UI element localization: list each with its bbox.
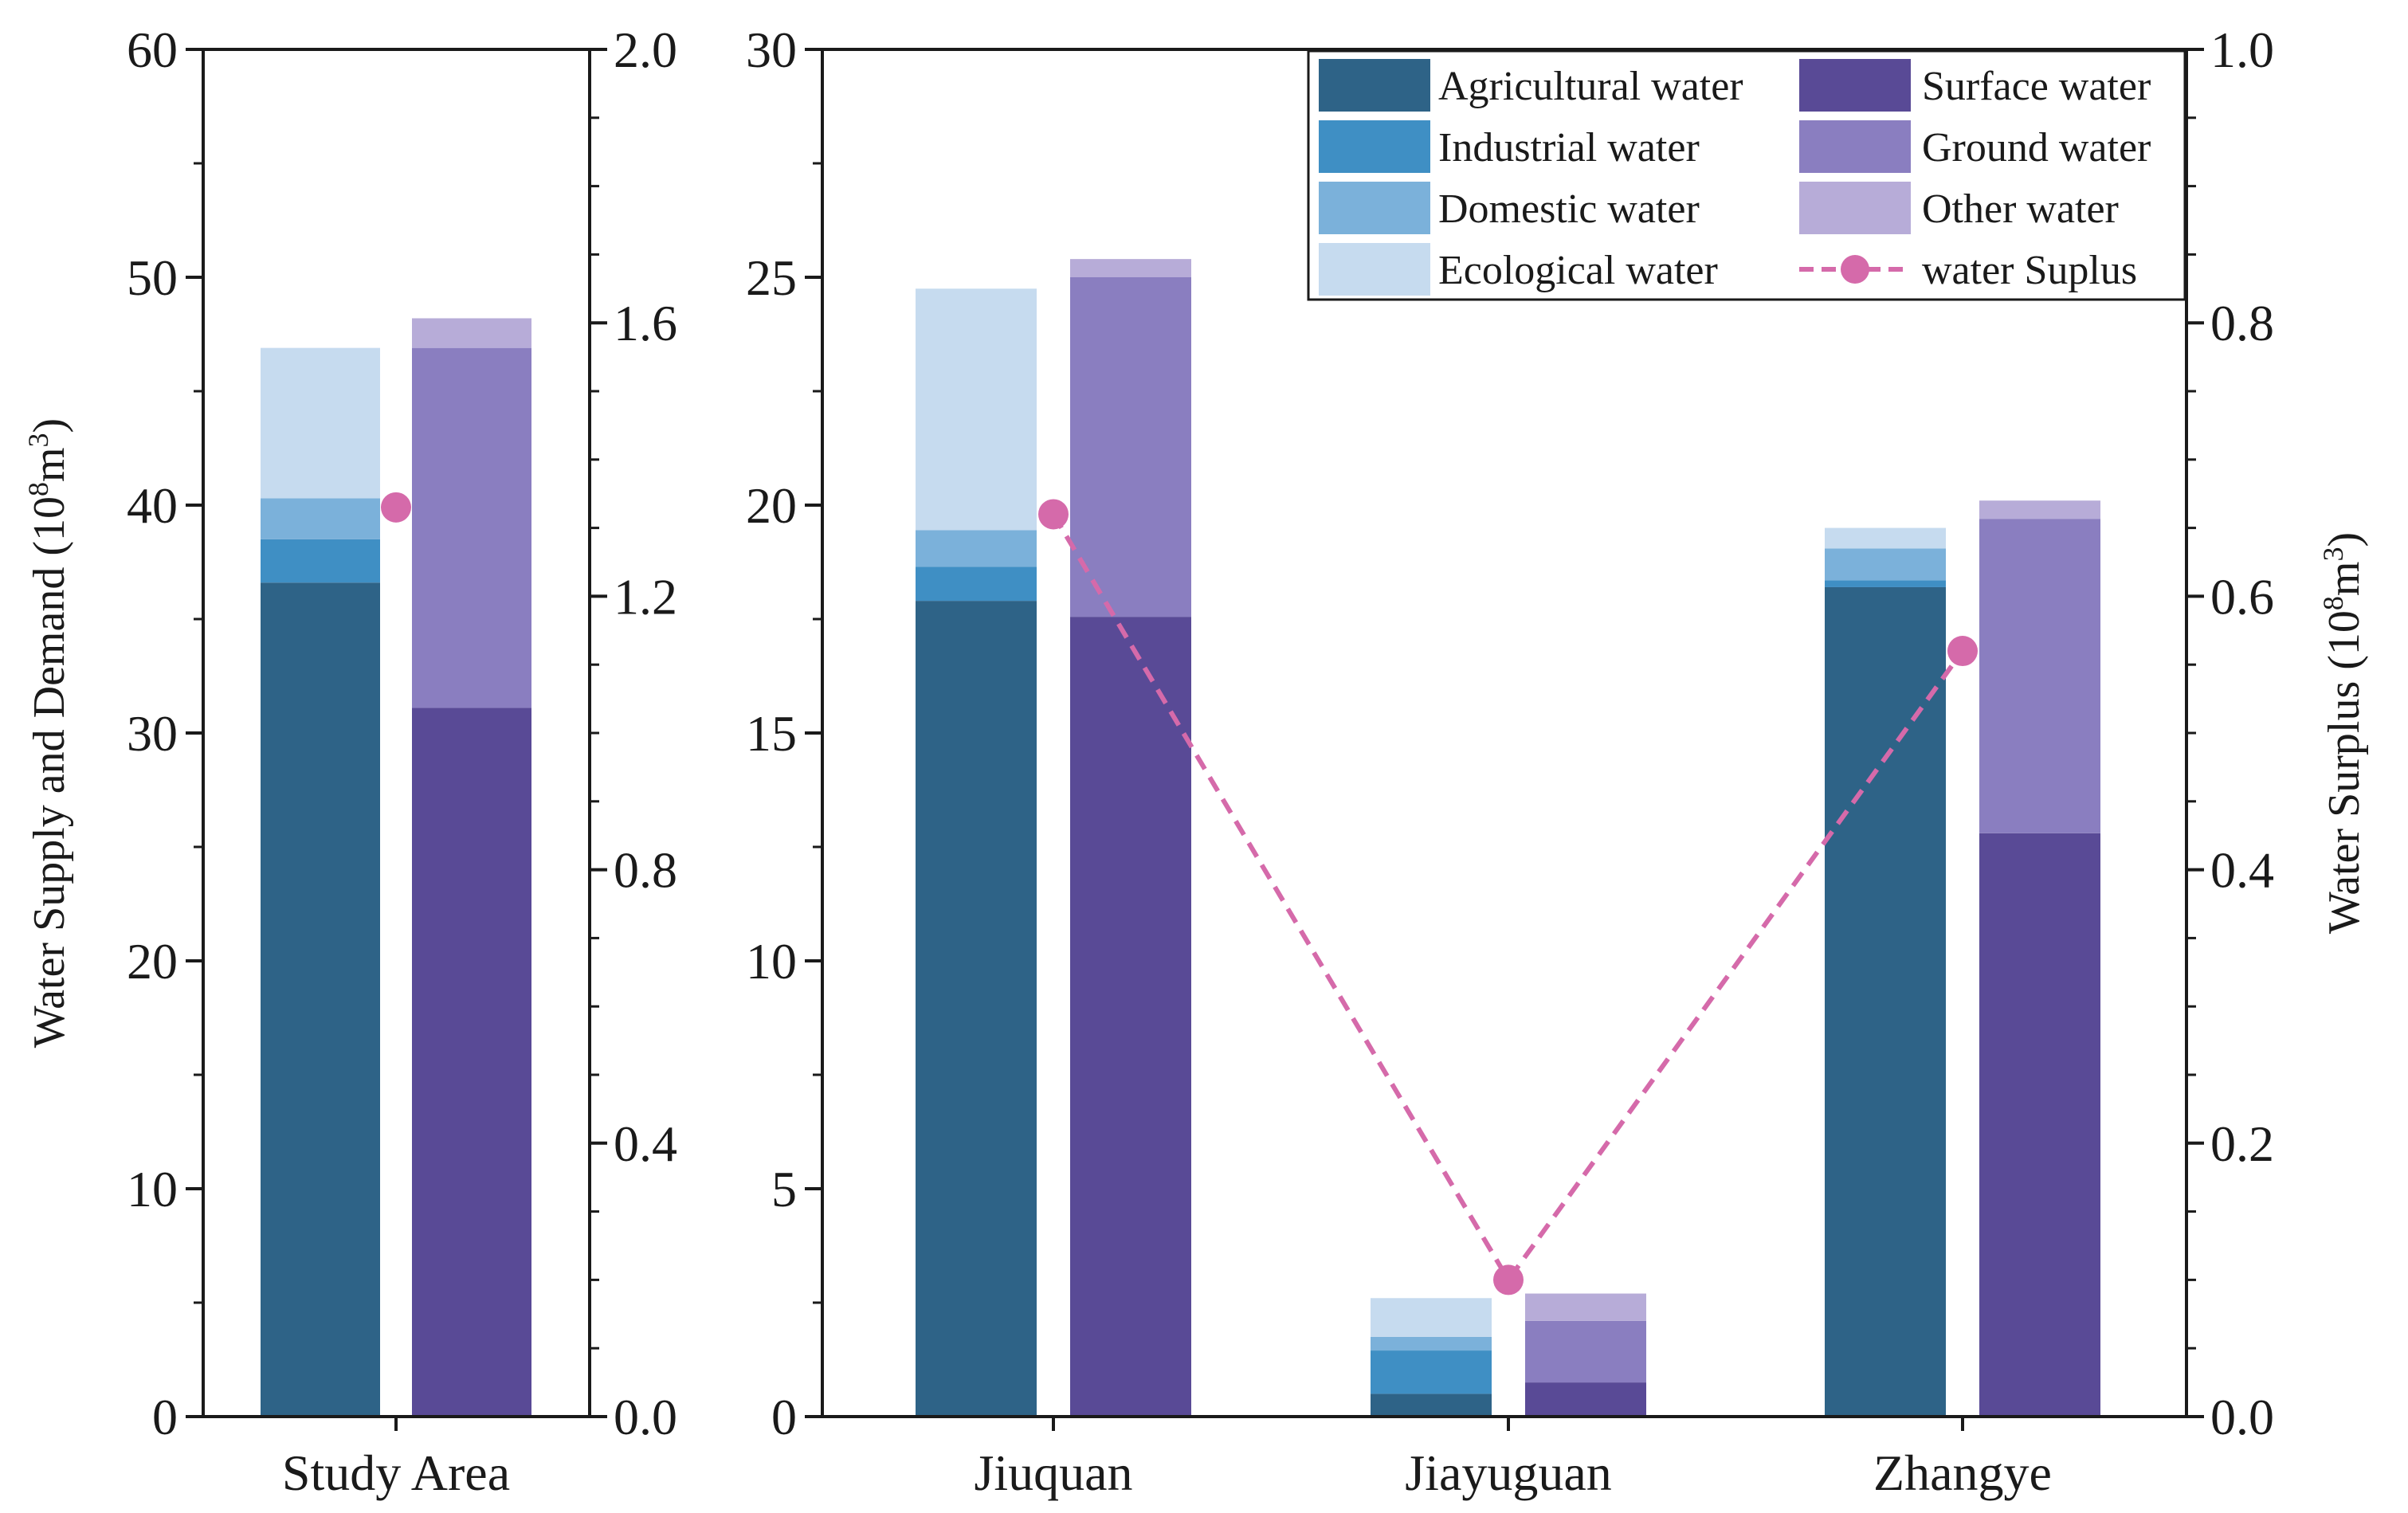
y-tick-label-right: 1.6 — [614, 295, 677, 351]
legend-box — [1307, 49, 2186, 301]
legend-label: Ecological water — [1438, 248, 1718, 293]
bar-ecological-demand-jiayuguan — [1371, 1298, 1492, 1337]
bar-domestic-demand-study-area — [261, 498, 380, 539]
bar-agricultural-demand-study-area — [261, 582, 380, 1417]
y-tick-label-left: 10 — [746, 933, 797, 990]
legend-swatch — [1319, 243, 1430, 296]
bar-other-supply-study-area — [412, 318, 531, 348]
legend: Agricultural water Industrial water Domest… — [1307, 49, 2186, 301]
y-tick-label-left: 0 — [152, 1389, 178, 1445]
surplus-marker-jiayuguan — [1493, 1264, 1524, 1295]
bar-other-supply-jiayuguan — [1525, 1293, 1646, 1321]
legend-label: water Suplus — [1922, 248, 2137, 293]
y-tick-label-right: 1.0 — [2210, 22, 2274, 78]
legend-swatch — [1319, 120, 1430, 173]
y-tick-label-right: 0.8 — [2210, 295, 2274, 351]
bar-domestic-demand-jiuquan — [916, 530, 1037, 567]
y-tick-label-left: 15 — [746, 705, 797, 762]
surplus-line — [1051, 512, 1965, 1284]
bars-panel-1 — [261, 318, 531, 1417]
y-tick-label-left: 25 — [746, 249, 797, 306]
bar-other-supply-zhangye — [1979, 500, 2100, 519]
y-tick-label-left: 50 — [127, 249, 178, 306]
bar-agricultural-demand-jiayuguan — [1371, 1393, 1492, 1417]
legend-item: Surface water — [1799, 59, 2151, 112]
x-tick-label: Jiayuguan — [1405, 1444, 1612, 1501]
legend-item: Other water — [1799, 182, 2119, 234]
y-tick-label-right: 0.0 — [614, 1389, 677, 1445]
legend-label: Surface water — [1922, 64, 2151, 109]
legend-swatch — [1319, 182, 1430, 234]
bar-ecological-demand-study-area — [261, 347, 380, 499]
legend-item: Ecological water — [1319, 243, 1718, 296]
bars-panel-2 — [916, 259, 2100, 1417]
bar-industrial-demand-jiayuguan — [1371, 1350, 1492, 1394]
panel-study-area: Study Area 0 10 20 30 40 50 60 0.0 0.4 0.8 1.2 1.6 2.… — [127, 22, 677, 1501]
bar-industrial-demand-jiuquan — [916, 566, 1037, 602]
x-tick-label: Study Area — [282, 1444, 510, 1501]
x-tick-label: Zhangye — [1873, 1444, 2052, 1501]
bar-surface-supply-jiuquan — [1070, 617, 1191, 1417]
legend-item: Domestic water — [1319, 182, 1700, 234]
y-tick-label-left: 0 — [771, 1389, 797, 1445]
bar-other-supply-jiuquan — [1070, 259, 1191, 277]
surplus-marker-study-area — [381, 492, 411, 523]
legend-swatch — [1799, 59, 1911, 112]
bar-ground-supply-zhangye — [1979, 519, 2100, 833]
y-tick-label-left: 30 — [746, 22, 797, 78]
y-tick-label-right: 2.0 — [614, 22, 677, 78]
y-tick-label-left: 10 — [127, 1161, 178, 1217]
bar-industrial-demand-study-area — [261, 539, 380, 583]
bar-surface-supply-zhangye — [1979, 833, 2100, 1417]
bar-ecological-demand-jiuquan — [916, 288, 1037, 531]
y-axis-title-right: Water Surplus (108m3) — [2317, 532, 2369, 934]
legend-label: Other water — [1922, 186, 2119, 232]
y-axis-title-left: Water Supply and Demand (108m3) — [22, 418, 74, 1048]
bar-industrial-demand-zhangye — [1825, 580, 1946, 587]
y-tick-label-right: 0.8 — [614, 842, 677, 899]
legend-item: Ground water — [1799, 120, 2151, 173]
bar-domestic-demand-jiayuguan — [1371, 1336, 1492, 1351]
legend-item: Industrial water — [1319, 120, 1700, 173]
y-tick-label-right: 0.6 — [2210, 568, 2274, 625]
y-tick-label-left: 5 — [771, 1161, 797, 1217]
y-tick-label-left: 30 — [127, 705, 178, 762]
bar-ground-supply-study-area — [412, 347, 531, 708]
surplus-marker-jiuquan — [1038, 499, 1069, 530]
legend-label: Ground water — [1922, 125, 2151, 171]
x-tick-label: Jiuquan — [974, 1444, 1132, 1501]
bar-domestic-demand-zhangye — [1825, 548, 1946, 581]
y-tick-label-right: 0.4 — [2210, 842, 2274, 899]
legend-label: Industrial water — [1438, 125, 1700, 171]
y-tick-label-left: 40 — [127, 477, 178, 534]
y-tick-label-right: 1.2 — [614, 568, 677, 625]
y-tick-label-right: 0.0 — [2210, 1389, 2274, 1445]
legend-swatch — [1319, 59, 1430, 112]
y-tick-label-left: 20 — [127, 933, 178, 990]
legend-swatch-surplus-marker — [1841, 255, 1869, 284]
bar-ecological-demand-zhangye — [1825, 527, 1946, 549]
y-tick-label-left: 20 — [746, 477, 797, 534]
legend-label: Agricultural water — [1438, 64, 1743, 109]
bar-surface-supply-study-area — [412, 708, 531, 1417]
legend-item: water Suplus — [1799, 248, 2137, 293]
bar-ground-supply-jiayuguan — [1525, 1320, 1646, 1383]
bar-ground-supply-jiuquan — [1070, 277, 1191, 617]
bar-agricultural-demand-zhangye — [1825, 586, 1946, 1417]
bar-surface-supply-jiayuguan — [1525, 1382, 1646, 1417]
y-tick-label-right: 0.2 — [2210, 1115, 2274, 1172]
y-tick-label-right: 0.4 — [614, 1115, 677, 1172]
y-tick-label-left: 60 — [127, 22, 178, 78]
legend-label: Domestic water — [1438, 186, 1700, 232]
legend-swatch — [1799, 120, 1911, 173]
surplus-marker-zhangye — [1947, 636, 1978, 667]
panel-cities: Jiuquan Jiayuguan Zhangye 0 5 10 15 20 25 30 0.0 0.… — [746, 22, 2274, 1501]
legend-swatch — [1799, 182, 1911, 234]
bar-agricultural-demand-jiuquan — [916, 601, 1037, 1417]
legend-item: Agricultural water — [1319, 59, 1743, 112]
